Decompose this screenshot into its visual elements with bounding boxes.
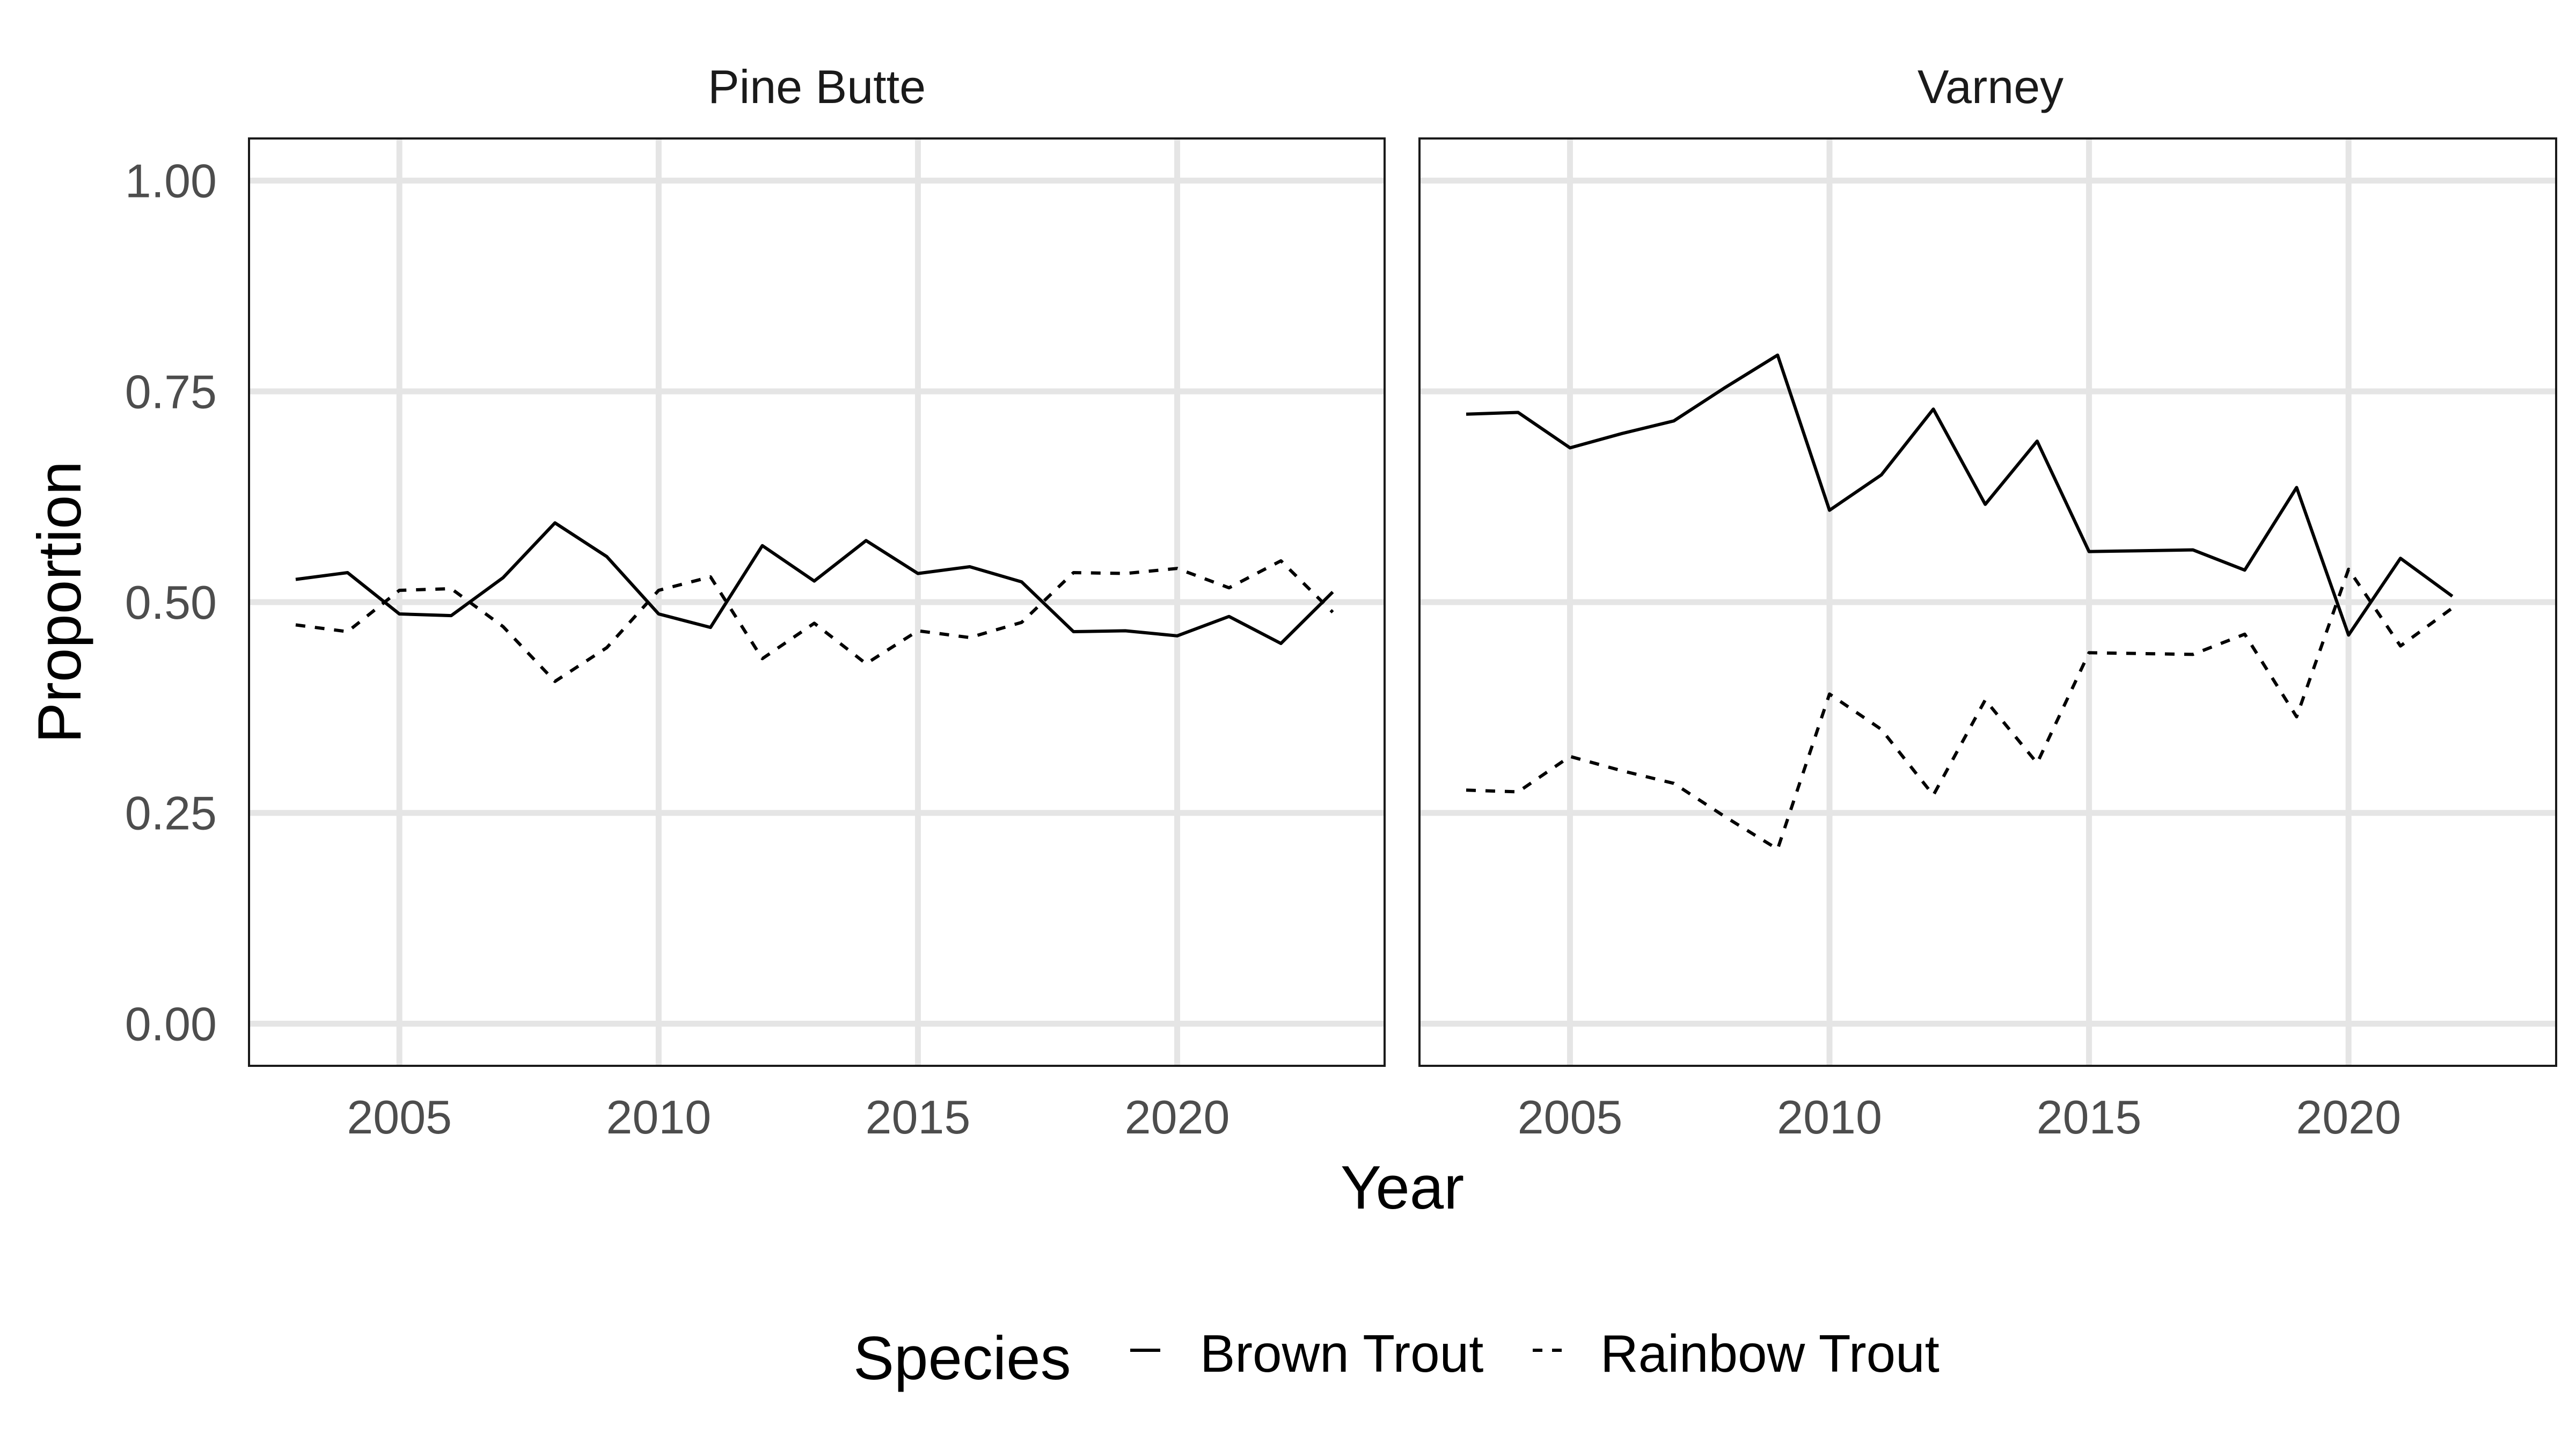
x-tick-label-pine-butte-0: 2005 (347, 1091, 452, 1144)
y-tick-label-4: 1.00 (125, 155, 217, 208)
y-axis-ticks: 0.00 0.25 0.50 0.75 1.00 (125, 155, 217, 1051)
x-tick-label-pine-butte-2: 2015 (866, 1091, 971, 1144)
series-line-brown-trout-varney (1466, 353, 2454, 637)
facet-title-varney: Varney (1918, 60, 2063, 113)
panel-varney: Varney (1418, 60, 2557, 1067)
panel-border-varney (1418, 137, 2557, 1067)
legend: Species Brown Trout Rainbow Trout (853, 1324, 1940, 1393)
x-tick-label-pine-butte-1: 2010 (606, 1091, 711, 1144)
panel-series-pine-butte (295, 521, 1334, 683)
y-tick-label-2: 0.50 (125, 576, 217, 629)
panel-series-varney (1466, 353, 2454, 851)
legend-title: Species (853, 1324, 1071, 1393)
series-line-rainbow-trout-pine-butte (295, 559, 1334, 683)
x-tick-label-pine-butte-3: 2020 (1125, 1091, 1230, 1144)
x-tick-label-varney-2: 2015 (2037, 1091, 2142, 1144)
series-line-brown-trout-pine-butte (295, 521, 1334, 645)
x-axis-ticks: 2005 2010 2015 2020 2005 2010 2015 2020 (347, 1091, 2401, 1144)
x-tick-label-varney-0: 2005 (1518, 1091, 1623, 1144)
legend-label-brown-trout: Brown Trout (1200, 1324, 1483, 1383)
x-tick-label-varney-3: 2020 (2296, 1091, 2401, 1144)
y-axis-title: Proportion (26, 461, 94, 743)
facet-title-pine-butte: Pine Butte (708, 60, 926, 113)
panel-grid-pine-butte (249, 138, 1385, 1066)
panel-border-pine-butte (248, 137, 1386, 1067)
panel-grid-varney (1419, 138, 2556, 1066)
legend-label-rainbow-trout: Rainbow Trout (1600, 1324, 1940, 1383)
y-tick-label-3: 0.75 (125, 365, 217, 418)
x-axis-title: Year (1341, 1154, 1464, 1222)
panel-pine-butte: Pine Butte (248, 60, 1386, 1067)
y-tick-label-1: 0.25 (125, 787, 217, 840)
y-tick-label-0: 0.00 (125, 997, 217, 1050)
x-tick-label-varney-1: 2010 (1777, 1091, 1882, 1144)
series-line-rainbow-trout-varney (1466, 567, 2454, 851)
